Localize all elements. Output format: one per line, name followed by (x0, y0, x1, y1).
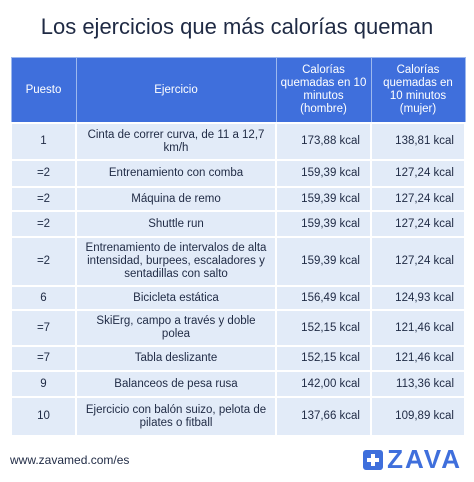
table-cell: 142,00 kcal (275, 370, 372, 398)
column-header: Puesto (10, 57, 77, 124)
table-cell: Cinta de correr curva, de 11 a 12,7 km/h (75, 122, 277, 161)
table-cell: 138,81 kcal (370, 122, 466, 161)
table-cell: 124,93 kcal (370, 285, 466, 311)
table-cell: 6 (10, 285, 77, 311)
table-cell: =7 (10, 309, 77, 347)
table-cell: 109,89 kcal (370, 396, 466, 437)
table-cell: 137,66 kcal (275, 396, 372, 437)
table-cell: Ejercicio con balón suizo, pelota de pil… (75, 396, 277, 437)
table-body: 1 Cinta de correr curva, de 11 a 12,7 km/… (10, 122, 466, 437)
table-cell: 173,88 kcal (275, 122, 372, 161)
table-row: =2 Entrenamiento de intervalos de alta in… (10, 236, 466, 287)
table-row: =2 Shuttle run 159,39 kcal 127,24 kcal (10, 210, 466, 238)
column-header: Calorías quemadas en 10 minutos (hombre) (275, 57, 372, 124)
table-cell: 127,24 kcal (370, 186, 466, 212)
table-cell: 127,24 kcal (370, 159, 466, 188)
table-cell: =2 (10, 186, 77, 212)
table-cell: 121,46 kcal (370, 309, 466, 347)
footer-url: www.zavamed.com/es (10, 453, 130, 467)
logo: ZAVA (363, 444, 462, 475)
table: Puesto Ejercicio Calorías quemadas en 10 m… (10, 57, 466, 437)
table-cell: 127,24 kcal (370, 210, 466, 238)
table-cell: 121,46 kcal (370, 345, 466, 372)
table-cell: 159,39 kcal (275, 186, 372, 212)
table-row: 10 Ejercicio con balón suizo, pelota de p… (10, 396, 466, 437)
table-cell: =2 (10, 159, 77, 188)
table-cell: 10 (10, 396, 77, 437)
table-row: 1 Cinta de correr curva, de 11 a 12,7 km/… (10, 122, 466, 161)
table-cell: 152,15 kcal (275, 345, 372, 372)
logo-icon (363, 449, 384, 470)
table-cell: 152,15 kcal (275, 309, 372, 347)
table-row: 6 Bicicleta estática 156,49 kcal 124,93 kca… (10, 285, 466, 311)
table-cell: Máquina de remo (75, 186, 277, 212)
table-cell: 9 (10, 370, 77, 398)
table-cell: =7 (10, 345, 77, 372)
table-row: =2 Máquina de remo 159,39 kcal 127,24 kcal (10, 186, 466, 212)
table-row: =7 SkiErg, campo a través y doble polea 15… (10, 309, 466, 347)
table-cell: 127,24 kcal (370, 236, 466, 287)
header-row: Puesto Ejercicio Calorías quemadas en 10 m… (10, 57, 466, 124)
column-header: Ejercicio (75, 57, 277, 124)
table-cell: Entrenamiento con comba (75, 159, 277, 188)
table-cell: 159,39 kcal (275, 159, 372, 188)
logo-text: ZAVA (387, 444, 462, 474)
table-cell: Entrenamiento de intervalos de alta inte… (75, 236, 277, 287)
table-cell: =2 (10, 210, 77, 238)
table-cell: Shuttle run (75, 210, 277, 238)
table-row: =7 Tabla deslizante 152,15 kcal 121,46 kcal (10, 345, 466, 372)
title: Los ejercicios que más calorías queman (40, 14, 434, 39)
table-cell: =2 (10, 236, 77, 287)
table-cell: SkiErg, campo a través y doble polea (75, 309, 277, 347)
column-header: Calorías quemadas en 10 minutos (mujer) (370, 57, 466, 124)
table-row: 9 Balanceos de pesa rusa 142,00 kcal 113,36… (10, 370, 466, 398)
table-cell: 1 (10, 122, 77, 161)
table-cell: 159,39 kcal (275, 236, 372, 287)
table-cell: Balanceos de pesa rusa (75, 370, 277, 398)
table-cell: 159,39 kcal (275, 210, 372, 238)
table-cell: Tabla deslizante (75, 345, 277, 372)
table-row: =2 Entrenamiento con comba 159,39 kcal 127,… (10, 159, 466, 188)
table-cell: Bicicleta estática (75, 285, 277, 311)
table-cell: 156,49 kcal (275, 285, 372, 311)
table-cell: 113,36 kcal (370, 370, 466, 398)
